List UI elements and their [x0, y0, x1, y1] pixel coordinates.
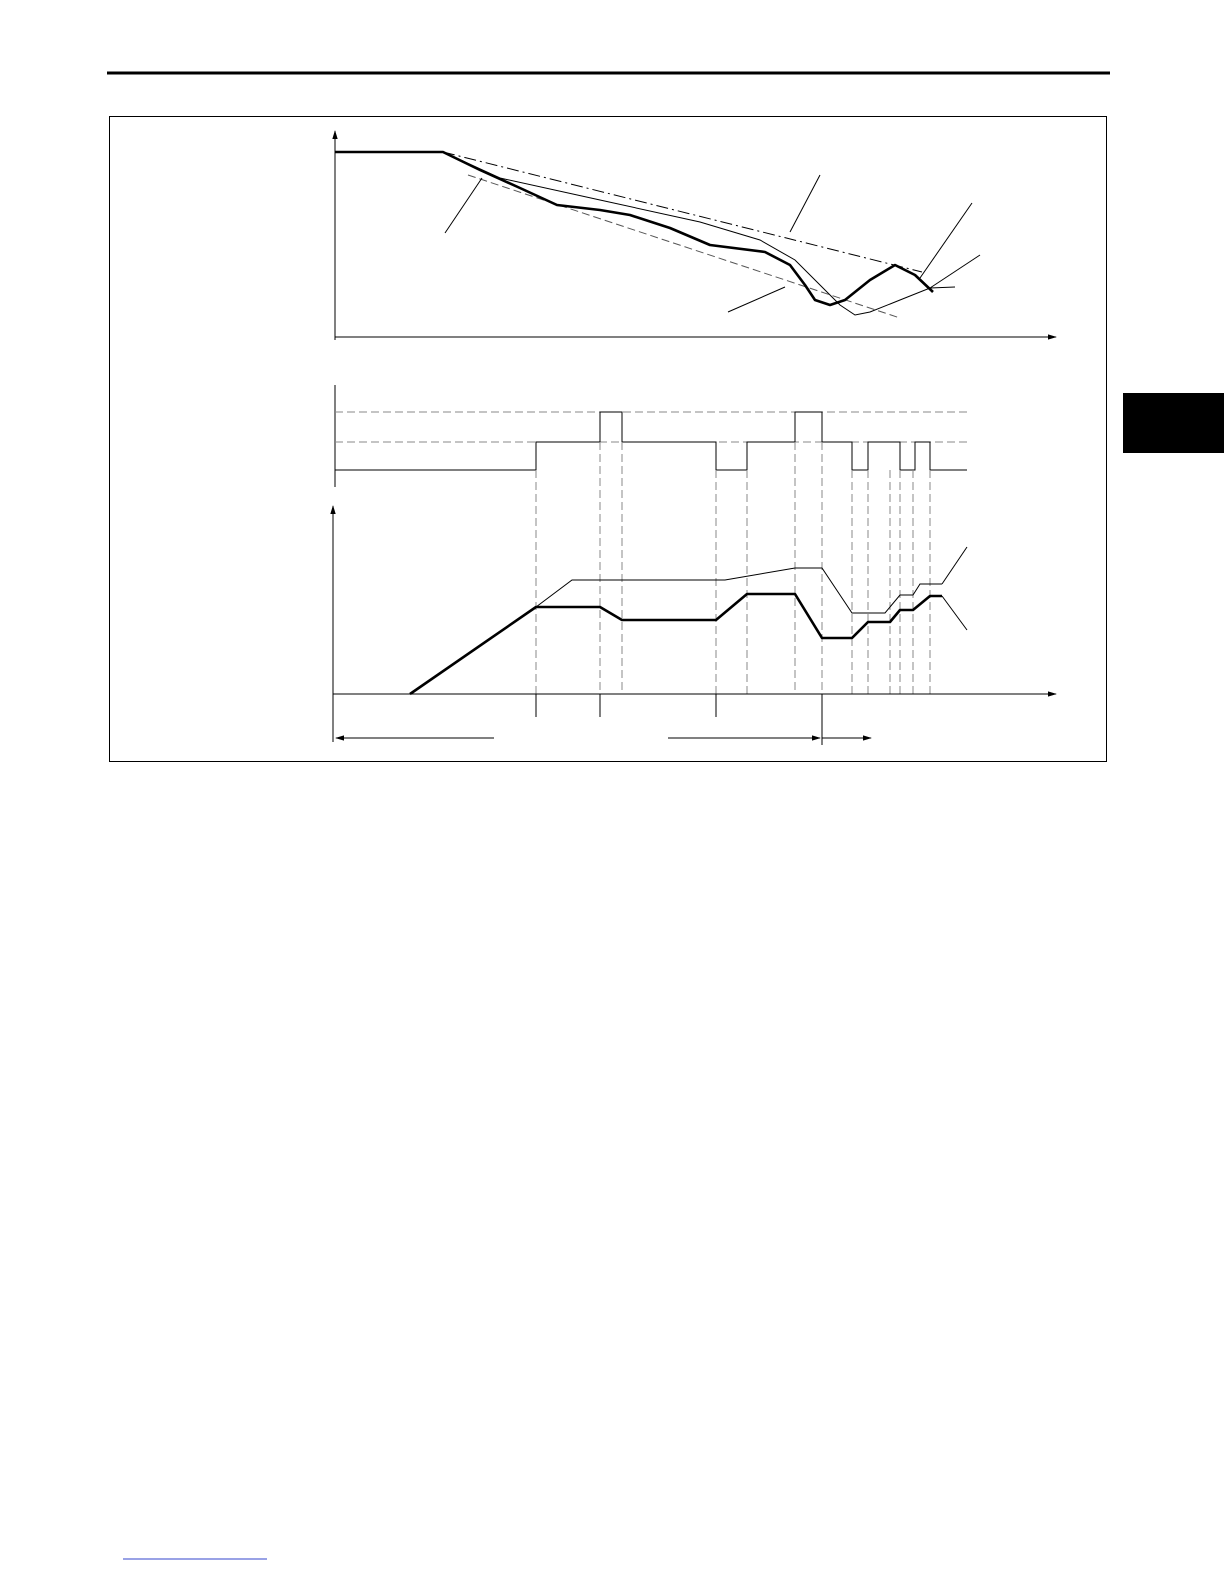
dash-dot-line	[442, 151, 923, 273]
section-tab	[1123, 393, 1224, 453]
thin-curve	[442, 151, 956, 316]
leader-lines	[941, 546, 968, 631]
leader-lines	[444, 174, 981, 313]
thick-curve	[409, 592, 942, 696]
bottom-plot	[330, 505, 1057, 745]
phase-ticks	[535, 694, 823, 745]
thick-curve	[335, 150, 934, 307]
figure-frame	[109, 116, 1107, 762]
thin-curve	[535, 567, 942, 614]
step-signal	[335, 411, 967, 471]
top-plot	[332, 130, 1057, 340]
guide-lines	[535, 442, 931, 694]
middle-plot	[334, 385, 967, 487]
dashed-line	[467, 174, 901, 319]
